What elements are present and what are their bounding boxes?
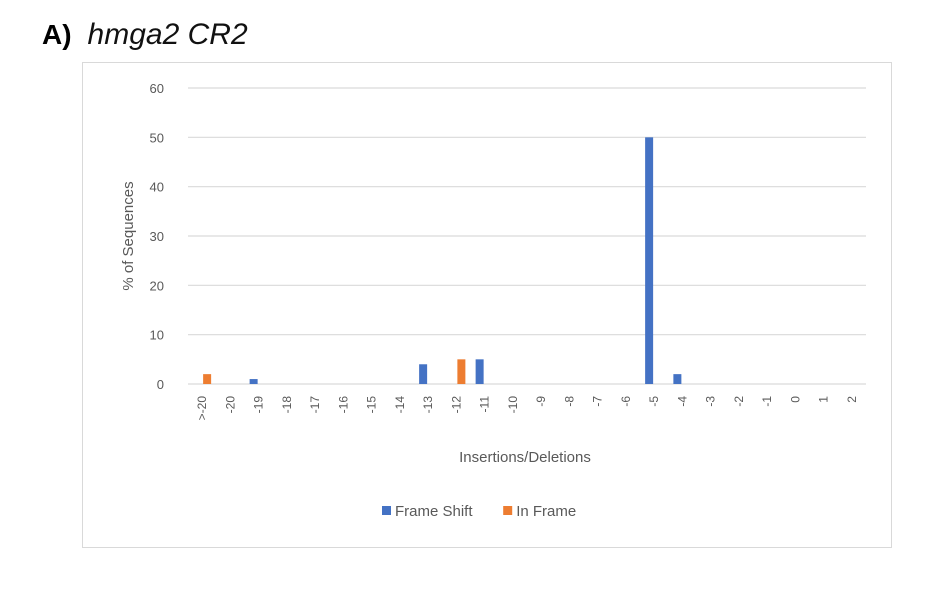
bar-frame-shift	[475, 359, 484, 384]
x-tick-label: -11	[478, 396, 492, 413]
bar-in-frame	[457, 359, 466, 384]
gridlines	[188, 87, 866, 385]
x-tick-label: -1	[760, 396, 774, 407]
legend-label: Frame Shift	[395, 503, 473, 520]
y-tick-label: 40	[150, 180, 164, 195]
x-tick-label: 2	[845, 396, 859, 403]
bar-frame-shift	[645, 137, 654, 384]
bar-frame-shift	[673, 374, 682, 384]
x-tick-label: -5	[647, 396, 661, 407]
x-tick-label: 0	[788, 396, 802, 403]
x-tick-label: -20	[223, 396, 237, 414]
x-tick-label: -15	[365, 396, 379, 414]
x-tick-label: -13	[421, 396, 435, 414]
y-tick-label: 10	[150, 328, 164, 343]
bar-frame-shift	[419, 364, 428, 384]
x-tick-label: -4	[675, 396, 689, 407]
y-tick-labels: 0 10 20 30 40 50 60	[150, 81, 164, 392]
y-tick-label: 60	[150, 81, 164, 96]
x-tick-label: -6	[619, 396, 633, 407]
panel-heading: A) hmga2 CR2	[42, 18, 248, 58]
legend-swatch	[503, 506, 513, 515]
legend-label: In Frame	[516, 503, 576, 520]
x-tick-label: -8	[562, 396, 576, 407]
y-tick-label: 20	[150, 278, 164, 293]
x-tick-label: -17	[308, 396, 322, 414]
x-tick-label: -14	[393, 396, 407, 414]
x-axis-title: Insertions/Deletions	[459, 449, 591, 466]
x-tick-label: -16	[336, 396, 350, 414]
y-axis-title: % of Sequences	[120, 181, 137, 290]
x-tick-label: -2	[732, 396, 746, 407]
y-tick-label: 50	[150, 130, 164, 145]
legend-swatch	[382, 506, 391, 515]
bar-in-frame	[203, 374, 212, 384]
panel-letter: A)	[42, 19, 72, 50]
legend: Frame Shift In Frame	[382, 503, 576, 520]
y-tick-label: 30	[150, 229, 164, 244]
x-tick-label: -19	[252, 396, 266, 414]
x-tick-label: -12	[449, 396, 463, 414]
x-tick-label: >-20	[195, 396, 209, 421]
x-tick-label: -10	[506, 396, 520, 414]
bar-frame-shift	[249, 379, 258, 384]
x-tick-labels: >-20 -20 -19 -18 -17 -16 -15 -14 -13 -12 -11 -10 -9-…	[195, 396, 859, 421]
y-tick-label: 0	[157, 377, 164, 392]
bars	[203, 137, 682, 384]
panel-title: hmga2 CR2	[87, 18, 248, 51]
x-tick-label: 1	[817, 396, 831, 403]
chart-frame	[82, 62, 892, 548]
x-tick-label: -7	[591, 396, 605, 407]
x-tick-label: -18	[280, 396, 294, 414]
x-tick-label: -9	[534, 396, 548, 407]
x-tick-label: -3	[704, 396, 718, 407]
